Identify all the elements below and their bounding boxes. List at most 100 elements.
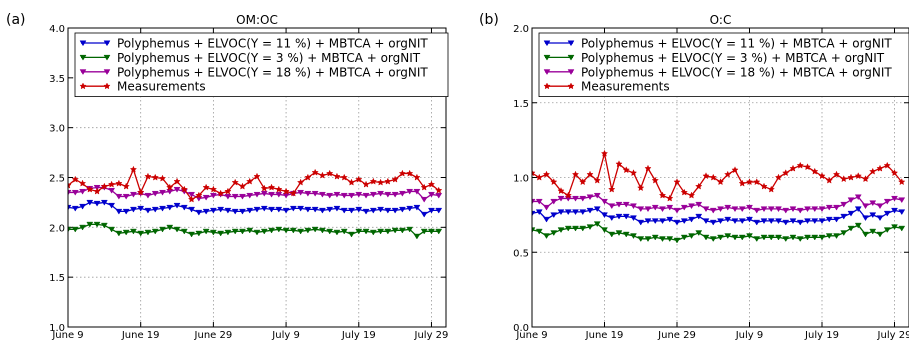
legend-swatch-marker bbox=[567, 54, 575, 61]
data-point bbox=[593, 221, 601, 228]
x-tick-label: July 19 bbox=[804, 330, 839, 341]
data-point bbox=[420, 196, 428, 203]
legend: Polyphemus + ELVOC(Y = 11 %) + MBTCA + o… bbox=[538, 32, 909, 97]
data-point bbox=[398, 190, 406, 197]
data-point bbox=[68, 181, 72, 189]
data-point bbox=[427, 180, 436, 188]
data-point bbox=[688, 203, 695, 210]
data-point bbox=[224, 229, 232, 236]
y-tick-label: 1.0 bbox=[513, 174, 529, 185]
data-point bbox=[275, 226, 283, 233]
data-point bbox=[593, 192, 601, 199]
plot-area bbox=[532, 149, 906, 244]
data-point bbox=[825, 204, 833, 211]
data-point bbox=[673, 178, 681, 186]
data-point bbox=[216, 189, 225, 197]
data-point bbox=[326, 206, 334, 213]
legend-label: Polyphemus + ELVOC(Y = 3 %) + MBTCA + or… bbox=[117, 51, 421, 65]
data-point bbox=[586, 170, 594, 178]
data-point bbox=[362, 208, 370, 215]
panel-label: (a) bbox=[6, 12, 26, 28]
data-point bbox=[724, 233, 732, 239]
data-point bbox=[318, 191, 326, 198]
data-point bbox=[760, 182, 768, 190]
data-point bbox=[159, 226, 166, 233]
data-point bbox=[68, 204, 72, 211]
data-point bbox=[275, 206, 283, 213]
data-point bbox=[688, 216, 695, 223]
data-point bbox=[144, 229, 152, 236]
data-point bbox=[535, 173, 543, 181]
data-point bbox=[572, 225, 579, 232]
data-point bbox=[224, 207, 232, 214]
data-point bbox=[340, 173, 348, 181]
plot-area bbox=[68, 165, 443, 240]
data-point bbox=[347, 178, 356, 186]
data-point bbox=[687, 191, 696, 199]
data-point bbox=[282, 207, 290, 214]
data-point bbox=[767, 234, 775, 241]
data-point bbox=[187, 195, 196, 203]
data-point bbox=[159, 189, 166, 196]
data-point bbox=[405, 169, 414, 177]
data-point bbox=[789, 206, 797, 213]
data-point bbox=[268, 191, 275, 198]
data-point bbox=[738, 218, 746, 225]
legend-swatch-marker bbox=[567, 82, 575, 90]
data-point bbox=[311, 226, 319, 233]
data-point bbox=[876, 203, 884, 210]
data-point bbox=[760, 234, 768, 241]
legend-swatch-marker bbox=[543, 54, 551, 61]
y-tick-label: 0.5 bbox=[513, 248, 529, 259]
data-point bbox=[803, 163, 812, 171]
data-point bbox=[898, 178, 906, 186]
data-point bbox=[891, 207, 898, 214]
data-point bbox=[702, 172, 710, 180]
legend-swatch-marker bbox=[103, 69, 111, 75]
series-line bbox=[532, 208, 902, 224]
axes-frame bbox=[531, 27, 909, 328]
data-point bbox=[137, 230, 145, 237]
data-point bbox=[231, 228, 239, 235]
data-point bbox=[644, 236, 652, 242]
data-point bbox=[100, 182, 109, 190]
data-point bbox=[876, 164, 884, 172]
data-point bbox=[659, 236, 666, 242]
data-point bbox=[129, 206, 137, 213]
data-point bbox=[173, 202, 181, 209]
legend-frame bbox=[74, 32, 449, 97]
data-point bbox=[854, 206, 862, 213]
legend-label: Polyphemus + ELVOC(Y = 11 %) + MBTCA + o… bbox=[117, 37, 428, 51]
series-4 bbox=[68, 165, 443, 203]
data-point bbox=[122, 208, 130, 215]
data-point bbox=[550, 178, 558, 186]
data-point bbox=[435, 192, 443, 199]
data-point bbox=[86, 185, 94, 193]
data-point bbox=[615, 201, 623, 208]
data-point bbox=[557, 195, 565, 202]
series-line bbox=[532, 223, 902, 241]
data-point bbox=[818, 234, 826, 241]
data-point bbox=[318, 171, 327, 179]
data-point bbox=[304, 173, 312, 181]
data-point bbox=[413, 204, 421, 211]
data-point bbox=[246, 192, 254, 199]
data-point bbox=[377, 206, 385, 213]
data-point bbox=[579, 209, 587, 216]
series-line bbox=[532, 153, 903, 200]
data-point bbox=[173, 186, 181, 193]
data-point bbox=[586, 207, 594, 214]
data-point bbox=[209, 185, 218, 193]
data-point bbox=[695, 230, 703, 236]
x-tick-label: June 19 bbox=[121, 330, 160, 341]
data-point bbox=[348, 207, 355, 214]
data-point bbox=[413, 188, 421, 195]
x-tick-label: July 29 bbox=[414, 330, 449, 341]
data-point bbox=[362, 180, 370, 188]
data-point bbox=[811, 218, 819, 225]
data-point bbox=[129, 228, 137, 235]
data-point bbox=[333, 172, 341, 180]
x-tick-label: June 9 bbox=[515, 330, 547, 341]
y-tick-label: 2.0 bbox=[49, 223, 65, 234]
data-point bbox=[377, 190, 385, 197]
